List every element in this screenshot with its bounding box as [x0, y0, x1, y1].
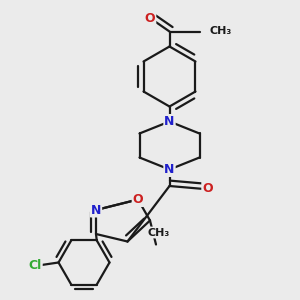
Text: N: N: [164, 115, 175, 128]
Text: O: O: [202, 182, 213, 196]
Text: Cl: Cl: [28, 259, 42, 272]
Text: O: O: [145, 11, 155, 25]
Text: CH₃: CH₃: [209, 26, 232, 37]
Text: N: N: [91, 203, 101, 217]
Text: N: N: [164, 163, 175, 176]
Text: CH₃: CH₃: [148, 227, 170, 238]
Text: O: O: [133, 193, 143, 206]
